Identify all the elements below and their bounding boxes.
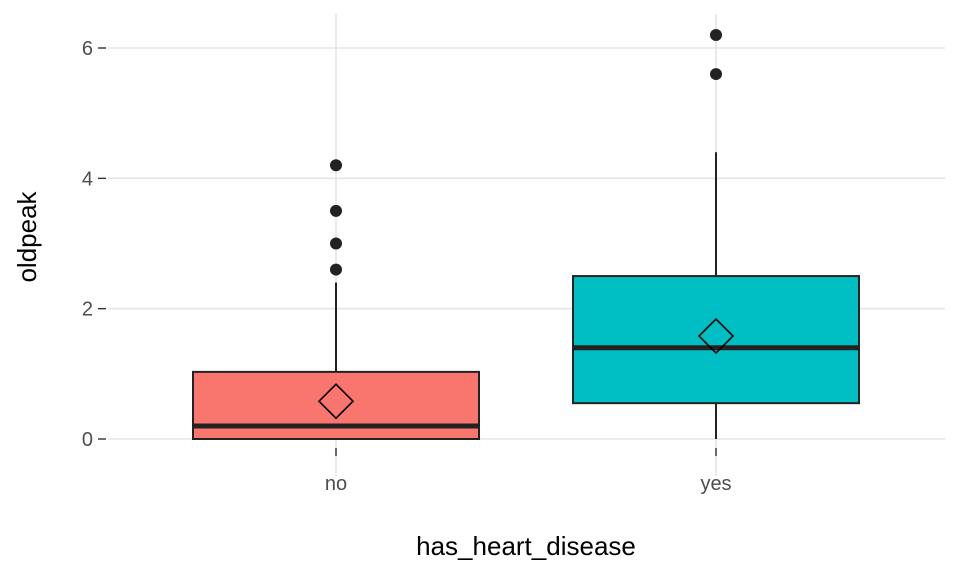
x-axis-title: has_heart_disease [416, 531, 636, 561]
y-axis-title: oldpeak [12, 190, 42, 282]
box [192, 370, 480, 440]
mean-marker [697, 317, 735, 355]
box-group-yes [572, 28, 860, 439]
box-group-no [192, 159, 480, 440]
y-tick-label: 4 [82, 168, 93, 190]
y-tick-label: 2 [82, 299, 93, 321]
outlier-point [330, 237, 342, 250]
box [572, 275, 860, 405]
outlier-point [710, 28, 722, 41]
outlier-point [330, 204, 342, 217]
x-tick-label: yes [700, 473, 731, 495]
outlier-point [330, 159, 342, 172]
plot-layer [192, 28, 860, 440]
mean-marker [317, 383, 355, 420]
outlier-point [710, 68, 722, 81]
y-tick-label: 0 [82, 429, 93, 451]
y-tick-label: 6 [82, 38, 93, 60]
x-tick-label: no [325, 473, 347, 495]
outlier-point [330, 263, 342, 276]
axis-layer: 0 2 4 6 no yes [82, 38, 732, 495]
